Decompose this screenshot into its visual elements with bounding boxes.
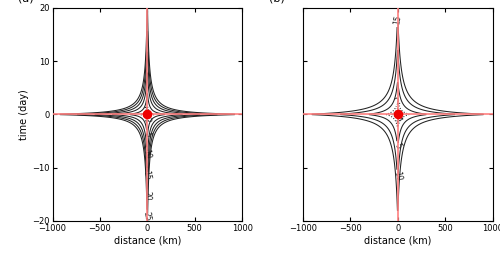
Text: (a): (a) <box>18 0 34 4</box>
Text: 15: 15 <box>392 15 402 26</box>
Text: 1: 1 <box>143 106 151 116</box>
Text: 10: 10 <box>142 148 152 160</box>
Point <box>394 112 402 117</box>
Text: 25: 25 <box>142 211 152 222</box>
Text: 1: 1 <box>392 116 402 124</box>
Text: 5: 5 <box>392 141 402 150</box>
Text: 5: 5 <box>142 131 152 137</box>
X-axis label: distance (km): distance (km) <box>114 235 181 245</box>
X-axis label: distance (km): distance (km) <box>364 235 432 245</box>
Text: 2: 2 <box>142 116 152 124</box>
Text: 2: 2 <box>394 97 402 107</box>
Text: 10: 10 <box>392 171 403 182</box>
Text: 20: 20 <box>142 191 152 201</box>
Text: 15: 15 <box>142 169 152 181</box>
Y-axis label: time (day): time (day) <box>20 89 30 140</box>
Text: (b): (b) <box>268 0 284 4</box>
Point <box>144 112 152 117</box>
